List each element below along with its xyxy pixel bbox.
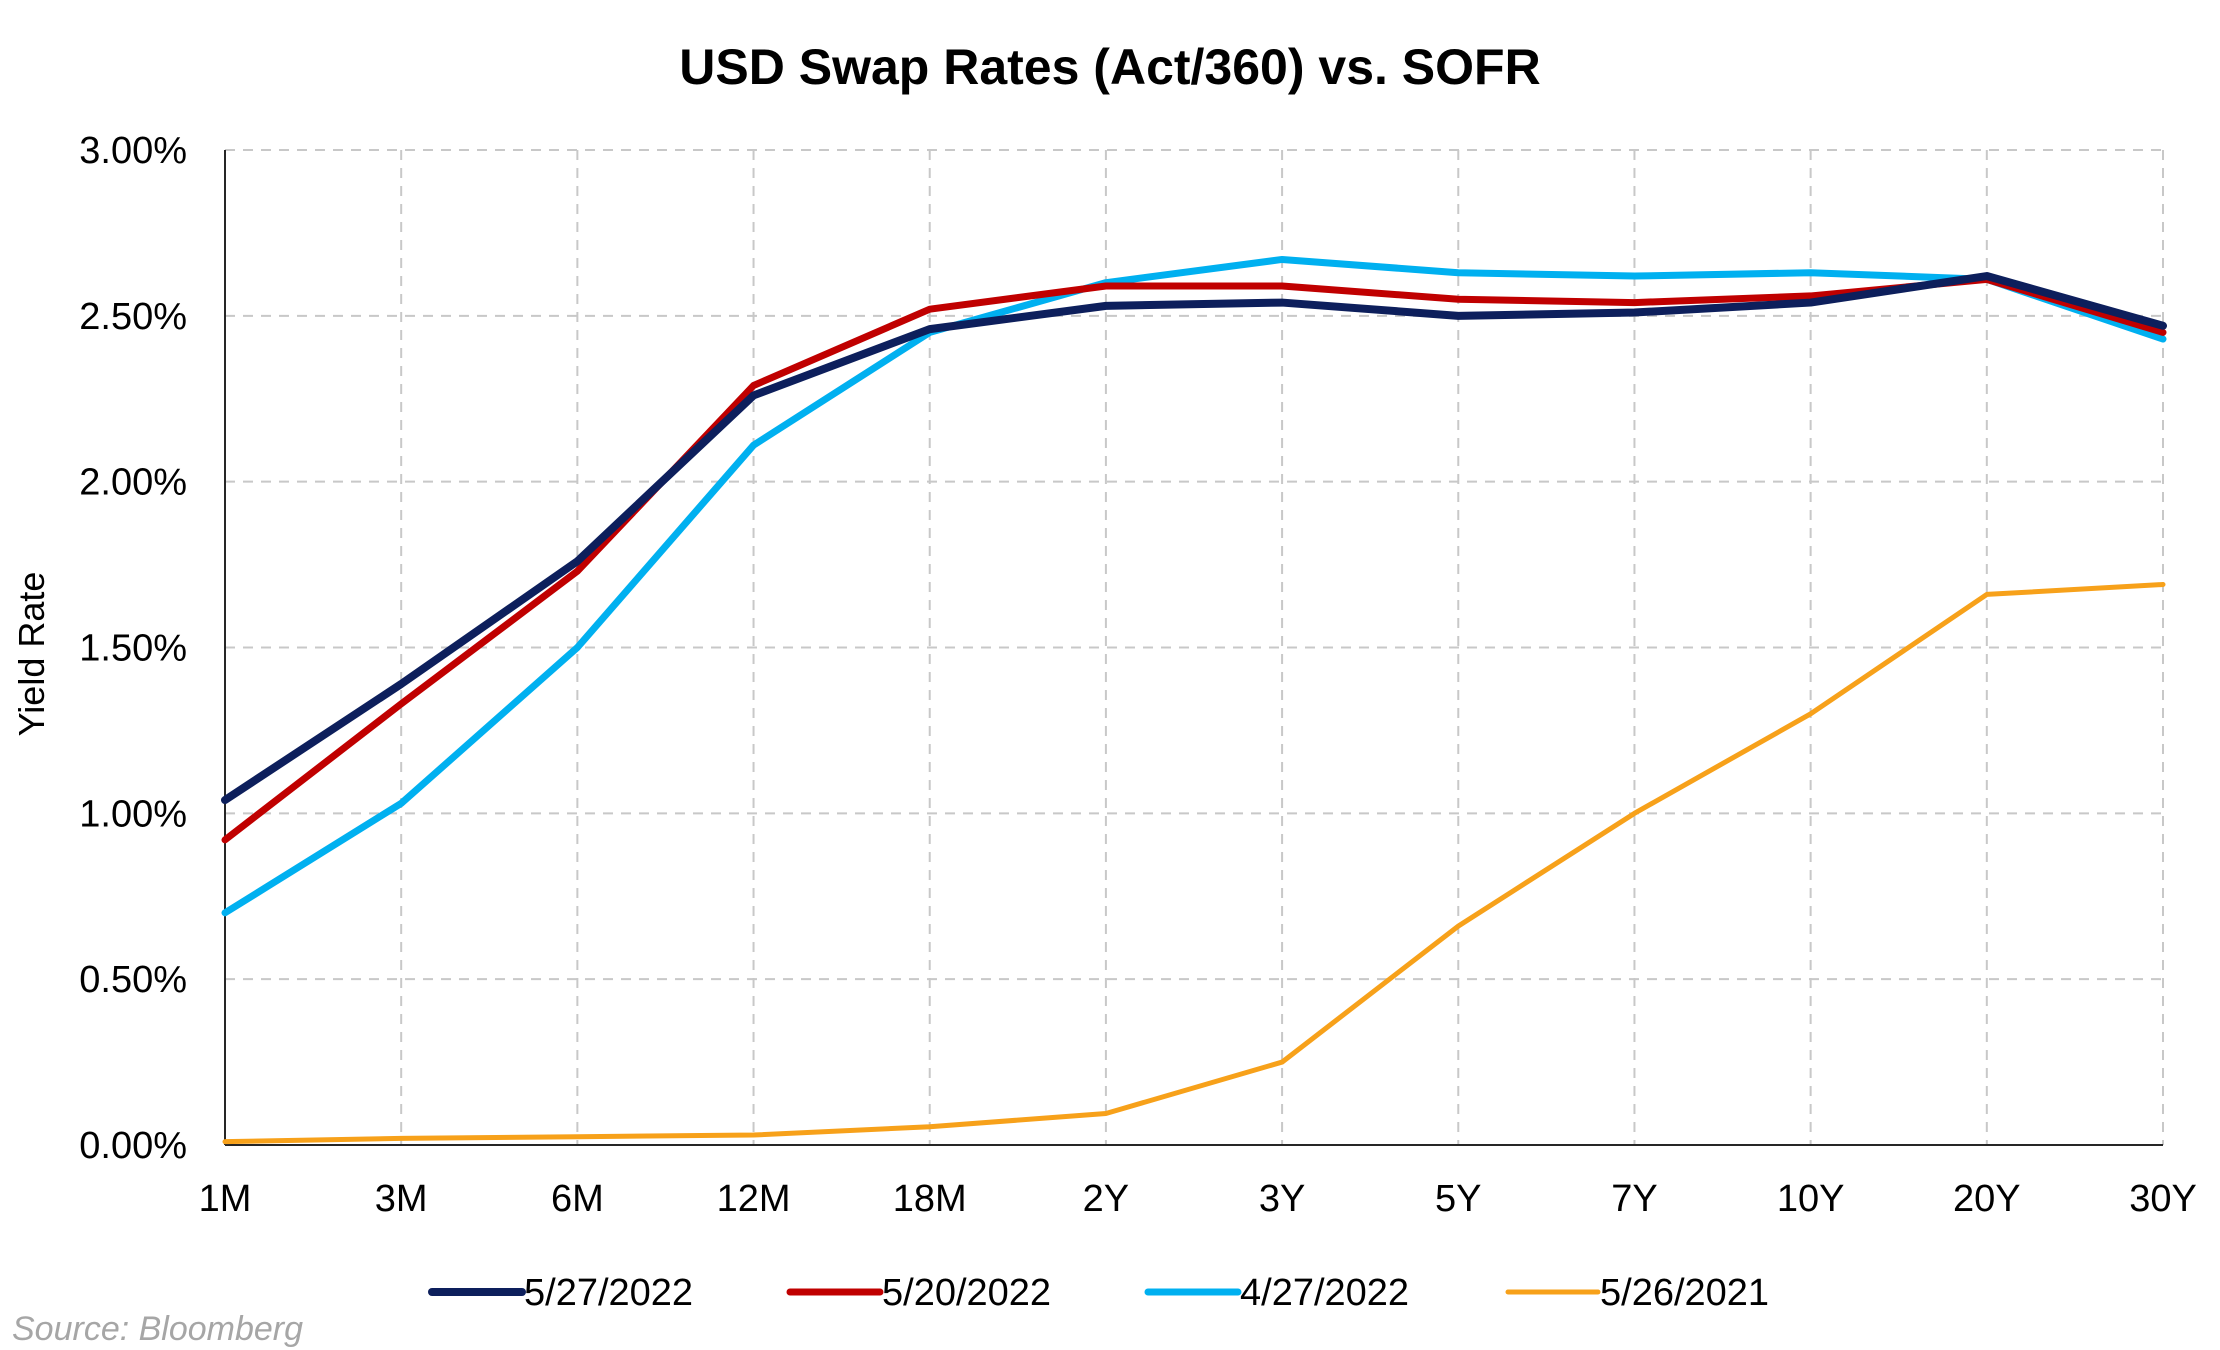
x-tick-label: 5Y xyxy=(1435,1178,1481,1220)
legend-label: 5/27/2022 xyxy=(524,1272,693,1314)
legend: 5/27/2022 5/20/2022 4/27/2022 5/26/2021 xyxy=(428,1272,1769,1314)
x-tick-label: 10Y xyxy=(1777,1178,1845,1220)
series-line-3 xyxy=(221,255,2167,917)
gridlines xyxy=(225,149,2164,1145)
series-line-1 xyxy=(221,272,2167,805)
legend-label: 5/20/2022 xyxy=(882,1272,1051,1314)
x-axis-ticks: 1M 3M 6M 12M 18M 2Y 3Y 5Y 7Y 10Y 20Y 30Y xyxy=(199,1178,2197,1220)
series-lines xyxy=(221,255,2167,1145)
y-tick-label: 0.50% xyxy=(79,959,187,1001)
y-axis-ticks: 0.00% 0.50% 1.00% 1.50% 2.00% 2.50% 3.00% xyxy=(79,130,187,1167)
series-line-4 xyxy=(222,581,2166,1145)
x-tick-label: 2Y xyxy=(1083,1178,1129,1220)
x-tick-label: 18M xyxy=(893,1178,967,1220)
legend-label: 4/27/2022 xyxy=(1240,1272,1409,1314)
y-tick-label: 1.00% xyxy=(79,793,187,835)
legend-label: 5/26/2021 xyxy=(1600,1272,1769,1314)
x-tick-label: 30Y xyxy=(2129,1178,2197,1220)
x-tick-label: 1M xyxy=(199,1178,252,1220)
y-tick-label: 3.00% xyxy=(79,130,187,172)
axes xyxy=(224,150,2163,1146)
y-tick-label: 0.00% xyxy=(79,1125,187,1167)
y-tick-label: 2.50% xyxy=(79,296,187,338)
x-tick-label: 20Y xyxy=(1953,1178,2021,1220)
series-line-2 xyxy=(221,275,2167,844)
x-tick-label: 3M xyxy=(375,1178,428,1220)
x-tick-label: 12M xyxy=(717,1178,791,1220)
x-tick-label: 7Y xyxy=(1611,1178,1657,1220)
y-tick-label: 2.00% xyxy=(79,462,187,504)
y-axis-title: Yield Rate xyxy=(11,572,52,737)
source-note: Source: Bloomberg xyxy=(12,1310,303,1348)
chart-title: USD Swap Rates (Act/360) vs. SOFR xyxy=(679,39,1540,95)
x-tick-label: 3Y xyxy=(1259,1178,1305,1220)
x-tick-label: 6M xyxy=(551,1178,604,1220)
y-tick-label: 1.50% xyxy=(79,628,187,670)
